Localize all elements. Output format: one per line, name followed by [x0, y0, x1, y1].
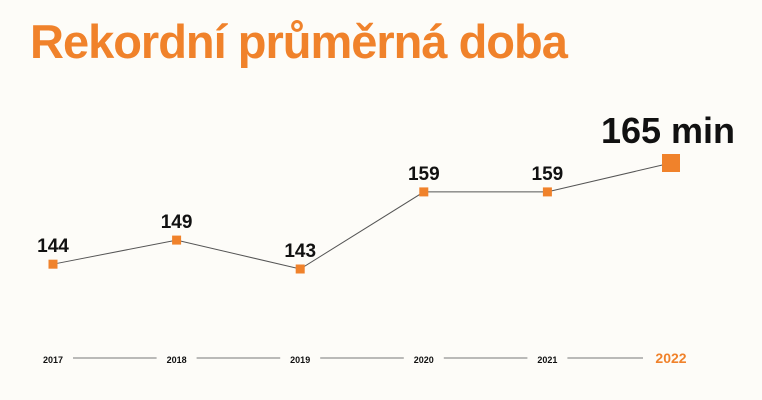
data-point-2020 — [419, 187, 429, 197]
x-tick-label-2020: 2020 — [414, 355, 434, 365]
data-label-2020: 159 — [408, 164, 440, 185]
series-line — [52, 162, 672, 270]
x-tick-label-2022: 2022 — [655, 350, 686, 366]
data-label-2019: 143 — [284, 241, 316, 262]
data-point-2018 — [172, 235, 182, 245]
x-tick-label-2017: 2017 — [43, 355, 63, 365]
data-point-2022 — [662, 154, 680, 172]
x-tick-label-2018: 2018 — [167, 355, 187, 365]
chart-title: Rekordní průměrná doba — [30, 15, 568, 68]
x-tick-label-2021: 2021 — [537, 355, 557, 365]
data-label-2021: 159 — [532, 164, 564, 185]
data-point-2021 — [542, 187, 552, 197]
data-label-2018: 149 — [161, 212, 193, 233]
x-tick-label-2019: 2019 — [290, 355, 310, 365]
data-point-2017 — [48, 259, 58, 269]
data-point-2019 — [295, 264, 305, 274]
data-label-2022: 165 min — [601, 110, 735, 151]
data-label-2017: 144 — [37, 236, 69, 257]
